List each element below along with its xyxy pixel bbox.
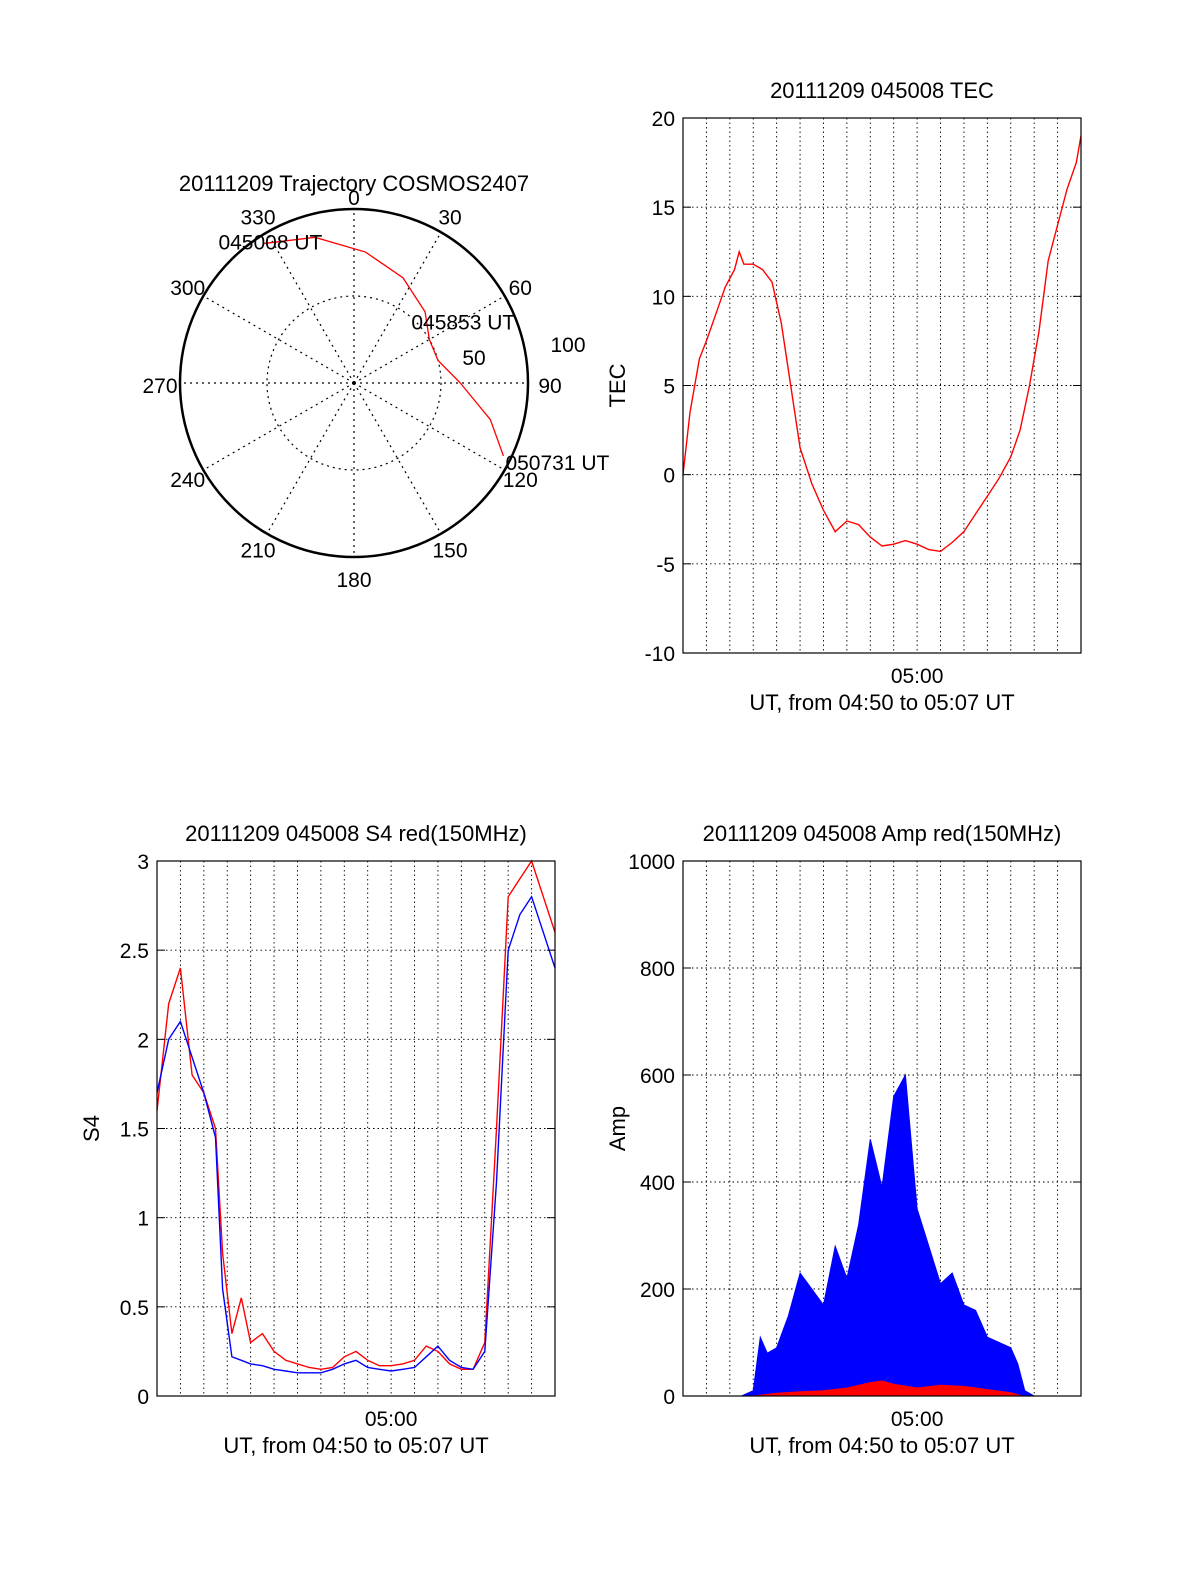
polar-spoke [266, 382, 355, 534]
y-tick-label: 2.5 [120, 940, 149, 963]
polar-angle-label: 240 [170, 469, 205, 492]
y-tick-label: 0 [137, 1386, 149, 1409]
series-0-line [682, 135, 1082, 553]
polar-spoke [353, 232, 442, 384]
trajectory-time-label: 050731 UT [505, 452, 609, 475]
y-tick-label: 600 [640, 1065, 675, 1088]
y-tick-label: 0 [663, 465, 675, 488]
y-tick-label: 400 [640, 1172, 675, 1195]
trajectory-time-label: 045008 UT [218, 232, 322, 255]
chart-title: 20111209 045008 Amp red(150MHz) [703, 821, 1062, 846]
y-tick-label: 20 [652, 108, 675, 131]
x-axis-label: UT, from 04:50 to 05:07 UT [223, 1433, 488, 1458]
trajectory-line [263, 236, 505, 457]
y-tick-label: 200 [640, 1279, 675, 1302]
polar-ring-50 [266, 295, 442, 471]
y-tick-label: 1 [137, 1208, 149, 1231]
y-tick-label: 2 [137, 1029, 149, 1052]
x-axis-label: UT, from 04:50 to 05:07 UT [749, 1433, 1014, 1458]
y-tick-label: 0 [663, 1386, 675, 1409]
polar-angle-label: 120 [503, 469, 538, 492]
polar-angle-label: 0 [348, 187, 360, 210]
chart-title: 20111209 045008 TEC [770, 78, 994, 103]
plot-frame [682, 860, 1082, 1397]
chart-title: 20111209 045008 S4 red(150MHz) [185, 821, 527, 846]
polar-spoke [353, 295, 505, 384]
series-0-line [156, 859, 556, 1371]
x-tick-label: 05:00 [365, 1408, 418, 1431]
polar-spoke [203, 382, 355, 471]
y-tick-label: 1000 [628, 851, 675, 874]
polar-angle-label: 330 [240, 207, 275, 230]
polar-angle-label: 210 [240, 539, 275, 562]
polar-angle-label: 270 [142, 375, 177, 398]
polar-angle-label: 60 [509, 277, 532, 300]
y-axis-label: Amp [605, 1106, 630, 1151]
y-tick-label: 0.5 [120, 1297, 149, 1320]
y-tick-label: -5 [656, 554, 675, 577]
y-tick-label: 15 [652, 197, 675, 220]
polar-angle-label: 180 [336, 569, 371, 592]
polar-title: 20111209 Trajectory COSMOS2407 [179, 171, 529, 196]
x-tick-label: 05:00 [891, 1408, 944, 1431]
polar-spoke [353, 382, 505, 471]
y-tick-label: 1.5 [120, 1119, 149, 1142]
y-tick-label: -10 [645, 643, 675, 666]
y-tick-label: 800 [640, 958, 675, 981]
polar-radius-label: 100 [550, 334, 585, 357]
polar-angle-label: 150 [432, 539, 467, 562]
y-tick-label: 5 [663, 376, 675, 399]
polar-angle-label: 300 [170, 277, 205, 300]
chart-panel-3: 20111209 045008 Amp red(150MHz) 0 200 400 60… [605, 821, 1082, 1458]
polar-spoke [266, 232, 355, 384]
series-1-line [156, 895, 556, 1374]
polar-radius-label: 50 [462, 347, 485, 370]
y-tick-label: 3 [137, 851, 149, 874]
chart-panel-1: 20111209 045008 TEC -10 -5 0 5 10 15 20 05:00UT,… [605, 78, 1082, 715]
polar-spoke [353, 382, 442, 534]
y-tick-label: 10 [652, 286, 675, 309]
y-axis-label: S4 [79, 1115, 104, 1142]
polar-angle-label: 30 [438, 207, 461, 230]
x-axis-label: UT, from 04:50 to 05:07 UT [749, 690, 1014, 715]
polar-angle-label: 90 [538, 375, 561, 398]
series-1-area [683, 1380, 1081, 1397]
trajectory-time-label: 045853 UT [411, 312, 515, 335]
series-0-area [683, 1073, 1081, 1397]
x-tick-label: 05:00 [891, 665, 944, 688]
chart-panel-2: 20111209 045008 S4 red(150MHz) 0 0.5 1 1.5 2 2… [79, 821, 556, 1458]
polar-spoke [203, 295, 355, 384]
polar-outer-circle [178, 207, 530, 559]
y-axis-label: TEC [605, 363, 630, 407]
